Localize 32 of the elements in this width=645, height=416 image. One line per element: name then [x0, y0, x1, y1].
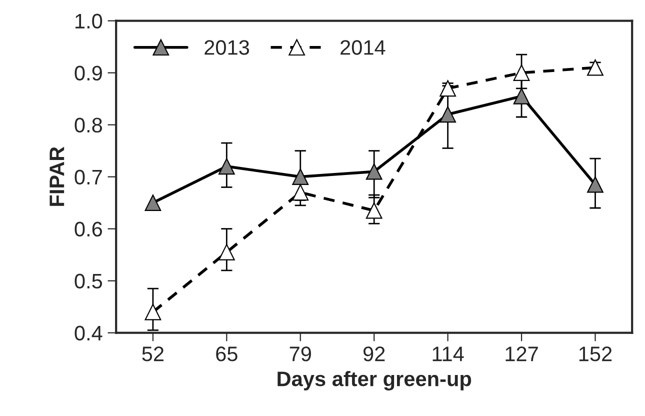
- y-axis-title: FIPAR: [50, 146, 64, 206]
- y-tick-label: 0.8: [74, 118, 102, 133]
- x-tick-label: 65: [216, 346, 238, 362]
- y-tick-label: 0.4: [74, 326, 102, 341]
- point: [513, 64, 530, 81]
- x-axis-title: Days after green-up: [278, 370, 472, 390]
- y-tick-label: 0.7: [74, 170, 102, 185]
- y-tick-label: 0.6: [74, 222, 102, 237]
- point: [440, 80, 456, 97]
- x-tick-label: 52: [142, 346, 164, 362]
- point: [292, 184, 309, 201]
- y-tick-label: 0.5: [74, 274, 102, 289]
- y-tick-label: 0.9: [74, 66, 102, 81]
- legend-label: 2014: [340, 40, 386, 55]
- point: [366, 163, 382, 180]
- y-tick-label: 1.0: [76, 14, 102, 29]
- point: [513, 88, 530, 104]
- x-tick-label: 79: [290, 346, 311, 362]
- point: [440, 106, 456, 123]
- point: [587, 59, 604, 76]
- x-tick-label: 152: [579, 346, 612, 362]
- point: [144, 304, 162, 320]
- point: [218, 244, 235, 260]
- point: [587, 176, 604, 193]
- point: [292, 168, 309, 185]
- legend-label: 2013: [204, 40, 250, 55]
- point: [144, 194, 162, 211]
- point: [218, 158, 235, 175]
- x-tick-label: 92: [363, 346, 385, 362]
- point: [366, 202, 382, 219]
- x-tick-label: 127: [506, 346, 538, 362]
- x-tick-label: 114: [432, 346, 464, 362]
